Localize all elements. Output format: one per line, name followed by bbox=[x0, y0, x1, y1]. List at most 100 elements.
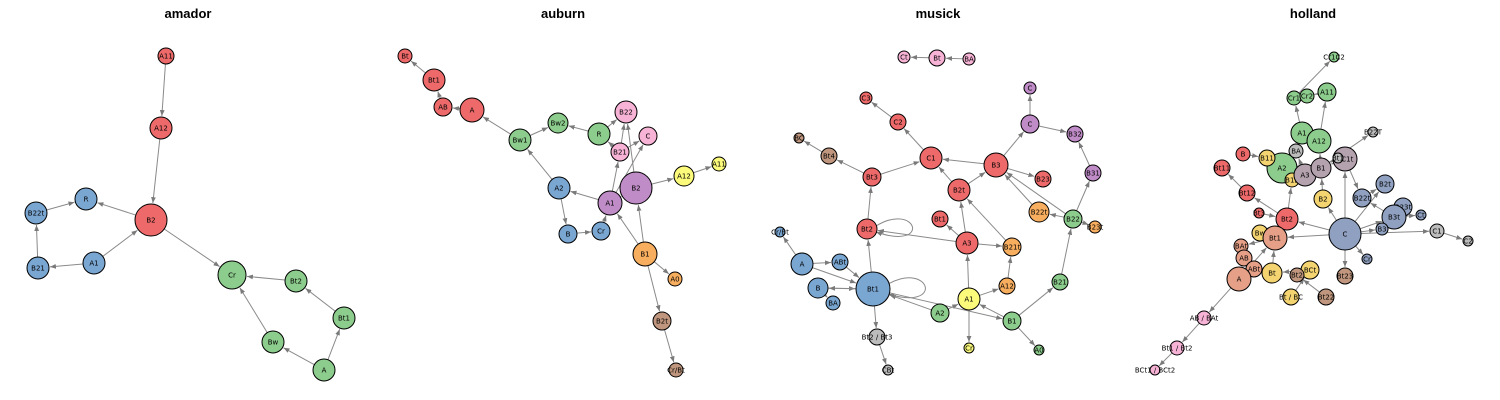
edge-Bt1-Bt2 bbox=[305, 287, 336, 312]
node-cr: Cr bbox=[963, 342, 975, 354]
node-circle bbox=[547, 176, 571, 200]
node-circle bbox=[24, 201, 48, 225]
node-label: Bt2 bbox=[1291, 272, 1303, 280]
node-bw2: Bw2 bbox=[547, 112, 569, 134]
node-bt2: Bt2 bbox=[1275, 207, 1299, 231]
edge-Bt1-Bt2 bbox=[866, 239, 872, 273]
node-a12: A12 bbox=[673, 165, 695, 187]
node-circle bbox=[998, 277, 1016, 295]
edge-C-Bt2 bbox=[1298, 221, 1330, 231]
node-cr: Cr bbox=[591, 221, 611, 241]
node-a1: A1 bbox=[957, 287, 981, 311]
node-circle bbox=[1261, 262, 1283, 284]
node-label: B3t bbox=[1388, 214, 1400, 222]
node-a1: A1 bbox=[597, 190, 623, 216]
node-label: AB bbox=[438, 104, 448, 112]
edge-C-B3t bbox=[1359, 220, 1382, 230]
node-label: A bbox=[1237, 276, 1242, 284]
edge-Bt2Bt3-CBt bbox=[879, 344, 887, 365]
node-b: B bbox=[558, 224, 578, 244]
node-label: Bt1 bbox=[338, 315, 350, 323]
edge-B1-B2 bbox=[636, 204, 644, 243]
node-bt1bt2: Bt1 / Bt2 bbox=[1162, 340, 1192, 356]
node-circle bbox=[807, 277, 829, 299]
node-b31: B31 bbox=[1084, 164, 1102, 182]
node-label: Cr/Bt bbox=[667, 367, 685, 375]
panel-title: musick bbox=[916, 6, 962, 21]
node-circle bbox=[820, 147, 838, 165]
node-label: C1 bbox=[1432, 228, 1441, 236]
node-label: B3 bbox=[1377, 226, 1386, 234]
node-b22: B22 bbox=[1063, 209, 1083, 229]
edge-C1-C2 bbox=[1443, 232, 1463, 240]
edge-B22-B31 bbox=[1076, 181, 1090, 211]
node-bt1g: Bt1 bbox=[1332, 152, 1344, 164]
edge-Bt2-B12 bbox=[1287, 187, 1293, 209]
node-circle bbox=[397, 48, 413, 64]
edge-A12-B21t bbox=[1007, 256, 1013, 279]
edge-Bt2-Bt3 bbox=[867, 186, 873, 220]
node-b3: B3 bbox=[983, 152, 1009, 178]
node-circle bbox=[1020, 114, 1040, 134]
node-label: B2 bbox=[631, 185, 640, 193]
edge-R-Bw2 bbox=[568, 125, 589, 132]
edge-B22t-R bbox=[46, 201, 75, 211]
node-cr: Cr bbox=[1361, 253, 1373, 265]
node-circle bbox=[1226, 266, 1252, 292]
node-bt2b: Bt2 bbox=[1289, 267, 1305, 283]
node-c1: C1 bbox=[1429, 223, 1445, 239]
edge-Cr-A1 bbox=[601, 215, 607, 223]
edge-A2-Bw1 bbox=[527, 148, 553, 180]
node-cbt: CBt bbox=[882, 364, 894, 376]
node-label: C2 bbox=[893, 119, 902, 127]
node-btbc: Bt / BC bbox=[1279, 288, 1303, 306]
node-label: Cr1C2 bbox=[1323, 54, 1345, 62]
node-circle bbox=[774, 226, 786, 238]
panel-auburn: auburn Bt Bt1 AB A Bw1 Bw2 R B22 C B21 A2 B Cr A1 B2 A1… bbox=[397, 6, 727, 378]
node-circle bbox=[632, 241, 658, 267]
node-circle bbox=[547, 112, 569, 134]
node-b23: B23 bbox=[1034, 170, 1052, 188]
edge-B3-B23 bbox=[1007, 167, 1035, 178]
node-label: Bt1 bbox=[867, 286, 879, 294]
node-bt1: Bt1 bbox=[855, 271, 891, 307]
node-label: A1 bbox=[89, 260, 98, 268]
node-a12: A12 bbox=[1306, 128, 1332, 154]
node-circle bbox=[82, 251, 106, 275]
panel-amador: amador A11 A12 B2 R B22t B21 A1 Cr Bt2 Bt1 Bw A bbox=[24, 6, 356, 382]
node-label: B23t bbox=[1087, 224, 1104, 232]
edge-A12-A11 bbox=[1320, 101, 1327, 130]
node-label: B3 bbox=[991, 162, 1000, 170]
node-a2: A2 bbox=[547, 176, 571, 200]
node-circle bbox=[1429, 223, 1445, 239]
node-cp: C bbox=[1020, 114, 1040, 134]
node-label: B22T bbox=[1364, 129, 1383, 137]
node-circle bbox=[668, 362, 684, 378]
node-b21t: B21t bbox=[1002, 237, 1022, 257]
node-circle bbox=[422, 68, 446, 92]
node-label: B22t bbox=[1354, 195, 1371, 203]
node-r: R bbox=[587, 122, 611, 146]
node-bt1: Bt1 bbox=[1262, 225, 1288, 251]
edge-Bt-Bt1 bbox=[1270, 250, 1276, 264]
edge-B22-B3 bbox=[1006, 172, 1066, 215]
node-ab: AB bbox=[433, 97, 453, 117]
edge-ABBAt-Bt1Bt2 bbox=[1181, 322, 1200, 343]
node-circle bbox=[957, 287, 981, 311]
node-circle bbox=[591, 221, 611, 241]
node-c2: C2 bbox=[1462, 235, 1474, 247]
node-label: B22t bbox=[1031, 209, 1048, 217]
edge-C2-C3 bbox=[871, 101, 892, 118]
node-label: Bt1 bbox=[1269, 235, 1281, 243]
node-circle bbox=[332, 306, 356, 330]
edge-C-B2t bbox=[1354, 191, 1380, 222]
edge-Cr1-Cr1C2 bbox=[1298, 60, 1331, 94]
node-circle bbox=[610, 142, 630, 162]
node-bt: Bt bbox=[1261, 262, 1283, 284]
node-circle bbox=[1196, 310, 1212, 326]
node-b1: B1 bbox=[1002, 311, 1022, 331]
node-ba: BA bbox=[1288, 143, 1304, 159]
node-circle bbox=[673, 165, 695, 187]
node-b2: B2 bbox=[619, 171, 653, 205]
